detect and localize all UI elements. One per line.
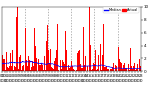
Legend: Median, Actual: Median, Actual bbox=[103, 7, 139, 13]
